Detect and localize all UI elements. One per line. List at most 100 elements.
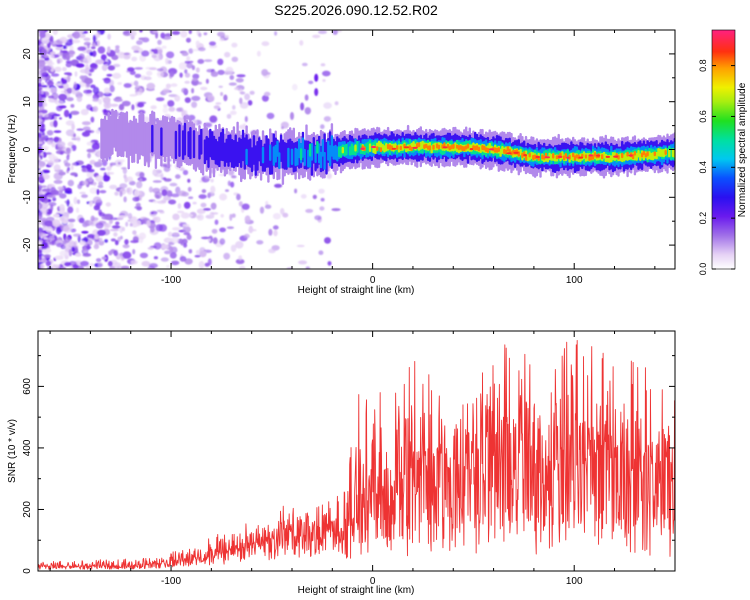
spectrogram-heat-layer	[38, 30, 675, 269]
spectrogram-noise-mark	[120, 265, 130, 269]
spectrogram-noise-mark	[98, 159, 103, 163]
spectrogram-noise-mark	[210, 202, 217, 210]
spectrogram-noise-mark	[38, 157, 41, 161]
spectrogram-noise-mark	[301, 62, 308, 67]
spectrogram-ridge-mark	[621, 152, 624, 159]
spectrogram-noise-mark	[76, 95, 83, 102]
spectrogram-noise-mark	[40, 185, 47, 189]
spectrogram-noise-mark	[139, 30, 143, 33]
spectrogram-noise-mark	[203, 32, 208, 36]
spectrogram-noise-mark	[53, 136, 60, 142]
spectrogram-x-label: Height of straight line (km)	[298, 285, 415, 296]
spectrogram-noise-mark	[322, 70, 331, 77]
spectrogram-noise-mark	[70, 172, 78, 176]
spectrogram-noise-mark	[39, 31, 46, 39]
spectrogram-ridge-mark	[236, 141, 239, 168]
spectrogram-noise-mark	[57, 186, 64, 190]
spectrogram-noise-mark	[87, 234, 96, 239]
spectrogram-noise-mark	[66, 154, 70, 161]
spectrogram-noise-mark	[110, 103, 119, 107]
spectrogram-noise-mark	[108, 172, 115, 175]
spectrogram-noise-mark	[91, 142, 100, 150]
spectrogram-noise-mark	[121, 167, 127, 170]
snr-line-layer	[38, 340, 675, 570]
spectrogram-noise-mark	[274, 31, 278, 36]
spectrogram-noise-mark	[57, 59, 61, 64]
spectrogram-noise-mark	[332, 30, 338, 35]
spectrogram-ridge-mark	[376, 146, 379, 151]
spectrogram-ridge-mark	[181, 130, 185, 160]
spectrogram-noise-mark	[38, 75, 42, 83]
snr-y-tick-label: 600	[22, 378, 33, 395]
spectrogram-noise-mark	[228, 82, 237, 86]
spectrogram-noise-mark	[136, 40, 143, 45]
spectrogram-noise-mark	[38, 261, 44, 265]
spectrogram-ridge-mark	[323, 151, 326, 170]
spectrogram-noise-mark	[220, 214, 224, 218]
spectrogram-noise-mark	[135, 220, 142, 227]
spectrogram-noise-mark	[209, 41, 216, 46]
spectrogram-noise-mark	[96, 188, 100, 195]
spectrogram-noise-mark	[179, 256, 187, 262]
colorbar: 0.0 0.2 0.4 0.6 0.8 Normalized spectral ampl…	[698, 29, 748, 276]
spectrogram-noise-mark	[219, 227, 227, 233]
spectrogram-noise-mark	[99, 237, 103, 242]
spectrogram-noise-mark	[70, 228, 77, 233]
spectrogram-noise-mark	[101, 64, 108, 71]
spectrogram-noise-mark	[103, 77, 111, 84]
spectrogram-noise-mark	[95, 175, 104, 182]
spectrogram-ridge-hotspot	[442, 146, 448, 149]
spectrogram-noise-mark	[47, 95, 55, 99]
spectrogram-noise-mark	[87, 243, 91, 251]
spectrogram-noise-mark	[139, 172, 145, 178]
spectrogram-ridge-mark	[584, 154, 588, 159]
spectrogram-noise-mark	[224, 34, 230, 39]
spectrogram-noise-mark	[236, 193, 241, 201]
spectrogram-noise-mark	[194, 254, 201, 258]
spectrogram-noise-mark	[109, 184, 118, 190]
spectrogram-ridge-mark	[167, 121, 170, 169]
spectrogram-noise-mark	[93, 181, 97, 186]
spectrogram-noise-mark	[67, 50, 76, 55]
spectrogram-ridge-mark	[543, 155, 546, 160]
spectrogram-noise-mark	[63, 72, 72, 75]
spectrogram-noise-mark	[129, 70, 136, 76]
spectrogram-noise-mark	[117, 161, 121, 165]
spectrogram-ridge-mark	[276, 140, 279, 157]
spectrogram-ridge-mark	[426, 145, 430, 150]
spectrogram-noise-mark	[47, 80, 54, 87]
spectrogram-noise-mark	[38, 101, 42, 105]
spectrogram-ridge-mark	[256, 141, 259, 171]
spectrogram-noise-mark	[51, 73, 60, 77]
spectrogram-noise-mark	[156, 70, 164, 78]
spectrogram-noise-mark	[58, 105, 67, 109]
spectrogram-noise-mark	[280, 208, 285, 215]
spectrogram-noise-mark	[106, 73, 113, 77]
spectrogram-noise-mark	[113, 98, 123, 102]
spectrogram-noise-mark	[71, 90, 81, 95]
spectrogram-noise-mark	[59, 193, 67, 199]
colorbar-tick-label: 0.0	[698, 263, 708, 276]
spectrogram-noise-mark	[103, 87, 111, 94]
spectrogram-noise-mark	[71, 39, 81, 44]
spectrogram-noise-mark	[152, 200, 159, 204]
spectrogram-noise-mark	[107, 260, 113, 267]
spectrogram-noise-mark	[132, 230, 137, 235]
spectrogram-noise-mark	[224, 51, 231, 58]
spectrogram-noise-mark	[225, 189, 229, 192]
spectrogram-ridge-mark	[265, 135, 268, 168]
spectrogram-noise-mark	[40, 123, 45, 129]
spectrogram-noise-mark	[200, 86, 208, 91]
spectrogram-noise-mark	[86, 148, 96, 153]
spectrogram-noise-mark	[296, 244, 305, 248]
spectrogram-noise-mark	[231, 56, 239, 62]
spectrogram-noise-mark	[70, 110, 80, 115]
spectrogram-ridge-hotspot	[557, 155, 563, 158]
spectrogram-noise-mark	[38, 84, 43, 87]
spectrogram-x-tick-label: 100	[566, 275, 583, 286]
spectrogram-noise-mark	[184, 258, 193, 265]
spectrogram-noise-mark	[300, 102, 305, 111]
spectrogram-noise-mark	[66, 199, 70, 207]
spectrogram-noise-mark	[99, 190, 107, 194]
